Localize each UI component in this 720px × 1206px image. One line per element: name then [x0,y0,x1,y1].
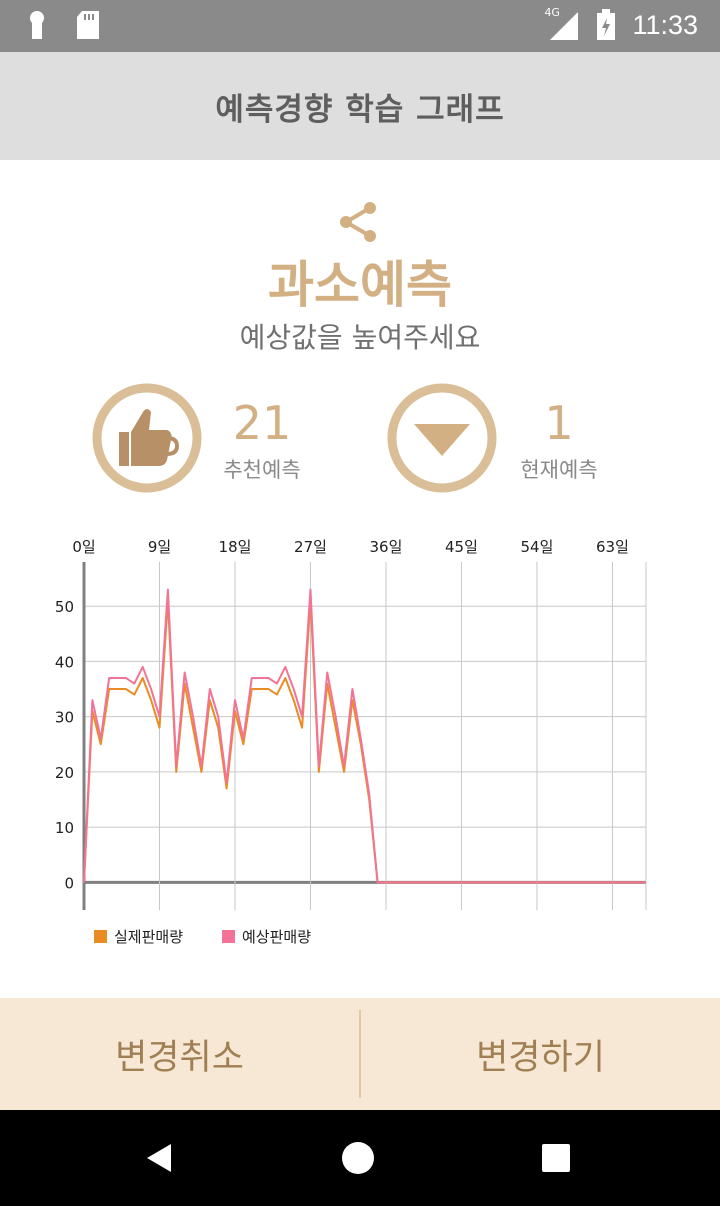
x-tick-label: 54일 [521,538,554,556]
x-tick-label: 45일 [445,538,478,556]
system-nav-bar [0,1110,720,1206]
prediction-headline: 과소예측 [268,256,452,314]
cancel-change-button[interactable]: 변경취소 [115,1037,244,1078]
thumbs-up-icon[interactable] [91,382,203,494]
current-prediction-value: 1 [544,396,574,450]
apply-change-button[interactable]: 변경하기 [476,1037,605,1078]
y-tick-label: 50 [55,598,74,616]
sales-trend-chart[interactable]: 0일 9일 18일 27일 36일 45일 54일 63일 0 10 20 30 40 50 실제판매량… [0,528,720,948]
home-button[interactable] [298,1110,418,1206]
status-time: 11:33 [632,9,698,40]
recents-button[interactable] [496,1110,616,1206]
legend-swatch [94,930,107,943]
x-tick-label: 36일 [370,538,403,556]
recents-icon [542,1144,570,1172]
x-tick-label: 18일 [219,538,252,556]
recommended-prediction-label: 추천예측 [223,458,301,482]
y-tick-label: 0 [64,874,74,892]
signal-icon [550,12,579,40]
legend-label: 예상판매량 [242,928,311,946]
x-tick-label: 9일 [148,538,171,556]
share-icon[interactable] [336,200,380,244]
battery-icon [597,9,616,40]
sd-card-icon [77,11,99,39]
series-line-1 [83,588,646,884]
legend-label: 실제판매량 [114,928,183,946]
down-triangle-icon[interactable] [386,382,498,494]
title-bar: 예측경향 학습 그래프 [0,52,720,160]
keyhole-icon [30,11,44,39]
legend-swatch [222,930,235,943]
x-tick-label: 27일 [294,538,327,556]
x-tick-label: 0일 [72,538,95,556]
y-tick-label: 30 [55,709,74,727]
series-line-0 [83,599,646,884]
recommended-prediction-value: 21 [232,396,292,450]
back-button[interactable] [100,1110,220,1206]
status-bar: 4G 11:33 [0,0,720,52]
bottom-action-bar: 변경취소 변경하기 [0,998,720,1110]
button-divider [359,1010,361,1098]
page-title: 예측경향 학습 그래프 [215,91,505,128]
current-prediction-label: 현재예측 [520,458,598,482]
y-tick-label: 20 [55,764,74,782]
prediction-subtitle: 예상값을 높여주세요 [239,321,481,354]
home-icon [342,1142,374,1174]
back-icon [147,1144,171,1172]
y-tick-label: 10 [55,819,74,837]
network-type: 4G [544,6,560,19]
x-tick-label: 63일 [596,538,629,556]
y-tick-label: 40 [55,653,74,671]
